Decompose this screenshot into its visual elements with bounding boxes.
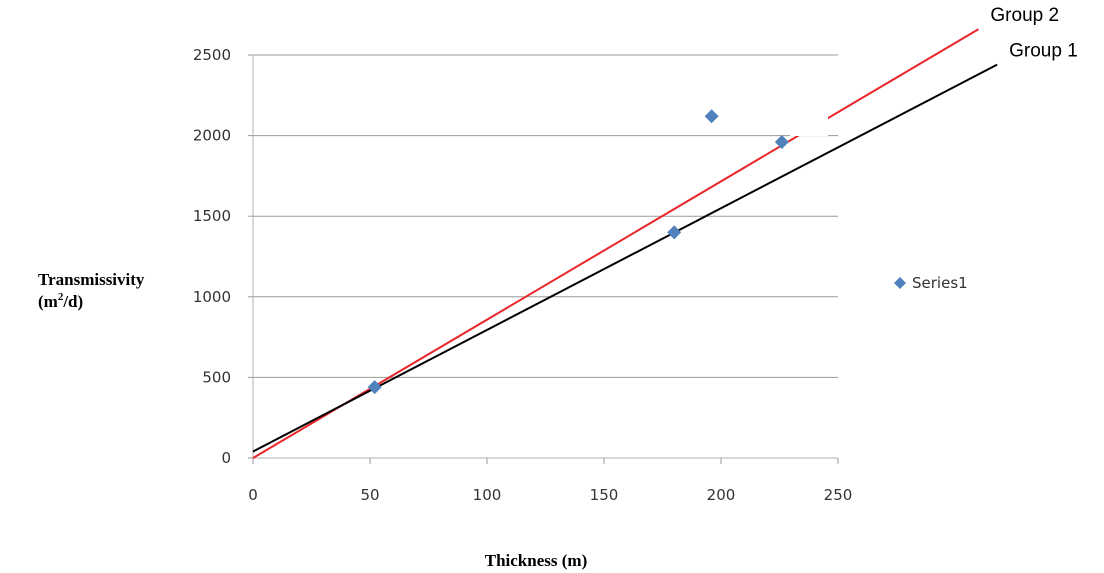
y-tick-label: 1500: [193, 207, 231, 225]
y-tick-label: 2500: [193, 46, 231, 64]
x-tick-label: 200: [707, 486, 736, 504]
trend-line-label: Group 2: [990, 5, 1059, 26]
x-tick-label: 250: [824, 486, 853, 504]
trend-line-1: [252, 28, 979, 459]
label-mask: [790, 116, 828, 136]
legend: Series1: [894, 274, 968, 292]
data-point: [667, 225, 682, 240]
y-tick-label: 0: [221, 449, 231, 467]
data-points: [367, 109, 789, 395]
y-axis-unit-prefix: (m: [38, 292, 58, 311]
x-tick-label: 50: [360, 486, 379, 504]
legend-label-series1: Series1: [912, 274, 968, 292]
y-axis-unit-suffix: /d): [62, 292, 83, 311]
data-point: [704, 109, 719, 124]
y-axis-unit-superscript: 2: [58, 291, 64, 303]
x-tick-label: 150: [590, 486, 619, 504]
trend-line-2: [252, 63, 998, 453]
y-tick-labels: 0 500 1000 1500 2000 2500: [193, 46, 253, 467]
x-tick-label: 100: [473, 486, 502, 504]
data-point: [774, 135, 789, 150]
x-axis-title: Thickness (m): [485, 551, 587, 570]
y-axis-title-line2: (m2/d): [38, 291, 83, 311]
grid-lines: [253, 54, 838, 378]
y-tick-label: 1000: [193, 288, 231, 306]
trend-line-label: Group 1: [1009, 41, 1078, 62]
y-tick-label: 2000: [193, 127, 231, 145]
data-point: [367, 380, 382, 395]
legend-marker-series1: [894, 277, 906, 289]
x-tick-labels: 0 50 100 150 200 250: [248, 458, 852, 504]
x-tick-label: 0: [248, 486, 258, 504]
y-axis-title-line1: Transmissivity: [38, 270, 145, 289]
y-tick-label: 500: [202, 368, 231, 386]
